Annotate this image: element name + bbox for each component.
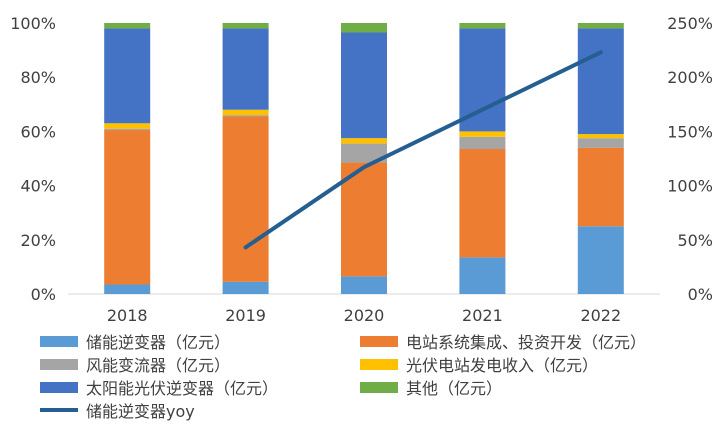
x-tick-label: 2019 (225, 306, 266, 325)
bar-segment (459, 136, 506, 150)
legend-item: 电站系统集成、投资开发（亿元） (360, 330, 646, 352)
y-tick-label: 60% (20, 122, 56, 141)
bar-segment (222, 23, 269, 29)
bar-segment (341, 143, 387, 163)
bar-segment (104, 28, 151, 124)
legend-swatch (360, 381, 398, 393)
legend-label: 光伏电站发电收入（亿元） (406, 356, 599, 375)
bar-segment (341, 23, 387, 33)
legend-item: 其他（亿元） (360, 376, 502, 398)
bar-segment (104, 23, 151, 29)
legend-swatch (40, 381, 78, 393)
y-tick-label: 0% (31, 285, 56, 304)
y2-tick-label: 0% (688, 285, 713, 304)
bar-segment (577, 134, 624, 139)
bar-segment (104, 123, 151, 129)
bar-segment (459, 28, 506, 132)
legend-item: 太阳能光伏逆变器（亿元） (40, 376, 278, 398)
y2-tick-label: 50% (677, 231, 713, 250)
y2-tick-label: 150% (667, 122, 713, 141)
bar-segment (222, 116, 269, 282)
legend-swatch (360, 358, 398, 370)
bar-segment (104, 130, 151, 285)
bar-segment (577, 226, 624, 294)
legend-line-swatch (40, 408, 78, 412)
bar-segment (341, 162, 387, 277)
bar-segment (577, 23, 624, 29)
bar-segment (577, 138, 624, 148)
bar-segment (459, 131, 506, 137)
bar-segment (104, 284, 151, 294)
bar-segment (459, 23, 506, 29)
y2-tick-label: 250% (667, 14, 713, 33)
legend-swatch (360, 335, 398, 347)
bar-segment (222, 109, 269, 116)
y-tick-label: 40% (20, 177, 56, 196)
legend-label: 储能逆变器yoy (86, 402, 195, 421)
legend-item: 储能逆变器yoy (40, 399, 195, 421)
legend-swatch (40, 358, 78, 370)
bar-segment (222, 115, 269, 117)
bar-segment (577, 28, 624, 135)
legend-label: 储能逆变器（亿元） (86, 333, 231, 352)
yoy-line (243, 50, 603, 250)
legend-item: 储能逆变器（亿元） (40, 330, 230, 352)
y-tick-label: 100% (10, 14, 56, 33)
y2-tick-label: 200% (667, 68, 713, 87)
y-tick-label: 20% (20, 231, 56, 250)
bar-segment (341, 32, 387, 139)
x-tick-label: 2020 (344, 306, 385, 325)
bar-segment (222, 28, 269, 110)
bar-segment (577, 147, 624, 227)
bar-segment (222, 281, 269, 294)
x-tick-label: 2018 (107, 306, 148, 325)
axis-layer: 0% 20% 40% 60% 80% 100% 0% 50% 100% 150% 200% 250% 2… (10, 14, 713, 325)
bar-segment (459, 257, 506, 294)
legend-label: 太阳能光伏逆变器（亿元） (86, 379, 279, 398)
bars-layer (104, 23, 624, 294)
legend-item: 风能变流器（亿元） (40, 353, 230, 375)
bar-segment (341, 138, 387, 144)
legend-item: 光伏电站发电收入（亿元） (360, 353, 598, 375)
bar-segment (104, 128, 151, 131)
bar-segment (459, 149, 506, 258)
x-tick-label: 2022 (580, 306, 621, 325)
y2-tick-label: 100% (667, 177, 713, 196)
legend-label: 其他（亿元） (406, 379, 503, 398)
bar-segment (341, 276, 387, 294)
legend-label: 电站系统集成、投资开发（亿元） (406, 333, 647, 352)
line-layer (243, 50, 603, 250)
legend-label: 风能变流器（亿元） (86, 356, 231, 375)
x-tick-label: 2021 (462, 306, 503, 325)
y-tick-label: 80% (20, 68, 56, 87)
legend-swatch (40, 335, 78, 347)
